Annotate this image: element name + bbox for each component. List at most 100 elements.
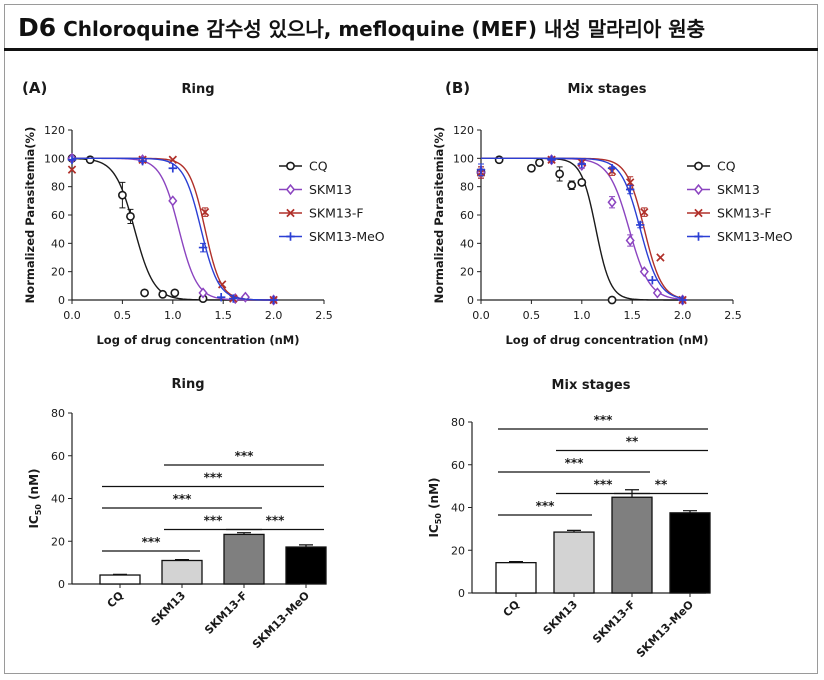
- data-point: [170, 288, 180, 298]
- y-tick-label: 80: [451, 416, 465, 429]
- legend-label: SKM13: [717, 182, 760, 197]
- data-point: [67, 155, 77, 164]
- bar-skm13-meo: [285, 546, 327, 585]
- error-bar: [299, 544, 313, 548]
- x-tick-label: CQ: [105, 589, 127, 611]
- data-point: [678, 295, 687, 305]
- data-point: [639, 266, 649, 278]
- significance-label: **: [655, 478, 668, 492]
- x-tick-label: CQ: [501, 598, 523, 620]
- significance-label: ***: [204, 471, 224, 485]
- data-point: [636, 220, 645, 230]
- legend-label: SKM13-MeO: [717, 229, 793, 244]
- x-tick-label: 2.0: [674, 309, 692, 322]
- y-tick-label: 60: [460, 209, 474, 222]
- y-axis-label-unit: (nM): [427, 477, 441, 513]
- y-tick-label: 0: [58, 578, 65, 591]
- x-tick-label: 2.0: [265, 309, 283, 322]
- significance-label: ***: [536, 499, 556, 513]
- data-point: [269, 295, 278, 305]
- significance-label: ***: [565, 456, 585, 470]
- slide-title: D6 Chloroquine 감수성 있으나, mefloquine (MEF)…: [18, 12, 705, 44]
- legend-marker: [286, 208, 295, 218]
- data-point: [640, 207, 649, 217]
- y-tick-label: 80: [51, 407, 65, 420]
- series-cq: [67, 153, 274, 303]
- y-tick-label: 40: [451, 502, 465, 515]
- significance-label: ***: [594, 478, 614, 492]
- y-tick-label: 40: [51, 493, 65, 506]
- data-point: [168, 195, 178, 207]
- y-axis-label: Normalized Parasitemia(%): [432, 127, 446, 304]
- series-skm13-meo: [476, 155, 687, 305]
- legend-marker: [286, 232, 295, 241]
- y-axis-label: Normalized Parasitemia(%): [23, 127, 37, 304]
- legend-marker: [694, 208, 703, 218]
- error-bar: [567, 529, 581, 533]
- panel-label: (B): [445, 79, 470, 97]
- data-point: [118, 190, 127, 200]
- x-tick-label: SKM13-F: [590, 598, 638, 646]
- y-tick-label: 60: [51, 450, 65, 463]
- x-tick-label: 0.5: [114, 309, 132, 322]
- slide-subtitle: Chloroquine 감수성 있으나, mefloquine (MEF) 내성…: [63, 17, 706, 41]
- x-tick-label: 1.5: [214, 309, 232, 322]
- x-tick-label: 0.0: [63, 309, 81, 322]
- y-axis-label-main: IC: [427, 524, 441, 537]
- y-tick-label: 120: [44, 124, 65, 137]
- fit-curve: [72, 157, 274, 301]
- significance-label: **: [626, 435, 639, 449]
- data-point: [535, 158, 544, 167]
- data-point: [138, 156, 147, 166]
- y-tick-label: 40: [51, 237, 65, 250]
- dose-response-panel-a: (A) Ring 0 20 40 60 80 100 120 0.0 0.5 1.0 1.5 2.0 2.5…: [22, 79, 385, 347]
- data-point: [607, 164, 617, 173]
- data-point: [607, 196, 617, 208]
- bar-skm13: [161, 559, 203, 585]
- data-point: [625, 185, 635, 194]
- slide-frame: [4, 4, 818, 674]
- data-point: [476, 165, 486, 174]
- legend-marker: [286, 161, 295, 171]
- x-tick-label: SKM13-MeO: [250, 589, 312, 651]
- title-rule: [4, 48, 818, 51]
- y-tick-label: 0: [458, 587, 465, 600]
- y-tick-label: 60: [51, 209, 65, 222]
- x-tick-label: 0.0: [472, 309, 490, 322]
- data-point: [494, 155, 504, 165]
- error-bar: [683, 510, 697, 513]
- data-point: [652, 287, 662, 299]
- y-tick-label: 20: [460, 266, 474, 279]
- chart-title: Mix stages: [552, 378, 631, 393]
- x-tick-label: SKM13: [149, 589, 188, 628]
- y-tick-label: 100: [453, 152, 474, 165]
- series-cq: [476, 155, 683, 305]
- fit-curve: [72, 157, 274, 301]
- error-bar: [175, 559, 189, 561]
- x-tick-label: SKM13-F: [202, 589, 250, 637]
- fit-curve: [71, 157, 274, 301]
- y-tick-label: 40: [460, 237, 474, 250]
- significance-label: ***: [266, 514, 286, 528]
- data-point: [198, 287, 208, 299]
- x-tick-label: SKM13-MeO: [634, 598, 696, 660]
- y-tick-label: 100: [44, 152, 65, 165]
- y-tick-label: 0: [58, 294, 65, 307]
- series-skm13-f: [67, 155, 278, 305]
- data-point: [217, 280, 227, 289]
- data-point: [198, 243, 208, 252]
- error-bar: [113, 573, 127, 576]
- data-point: [158, 289, 168, 299]
- bar-skm13-meo: [669, 512, 711, 594]
- y-tick-label: 20: [451, 544, 465, 557]
- x-axis-label: Log of drug concentration (nM): [505, 333, 708, 347]
- data-point: [607, 295, 617, 305]
- y-axis-label: IC50 (nM): [27, 468, 43, 528]
- panel-label: (A): [22, 79, 47, 97]
- chart-title: Mix stages: [568, 82, 647, 97]
- data-point: [577, 178, 587, 187]
- legend-label: SKM13: [309, 182, 352, 197]
- legend-marker: [693, 183, 704, 196]
- data-point: [577, 159, 586, 169]
- x-tick-label: 0.5: [523, 309, 541, 322]
